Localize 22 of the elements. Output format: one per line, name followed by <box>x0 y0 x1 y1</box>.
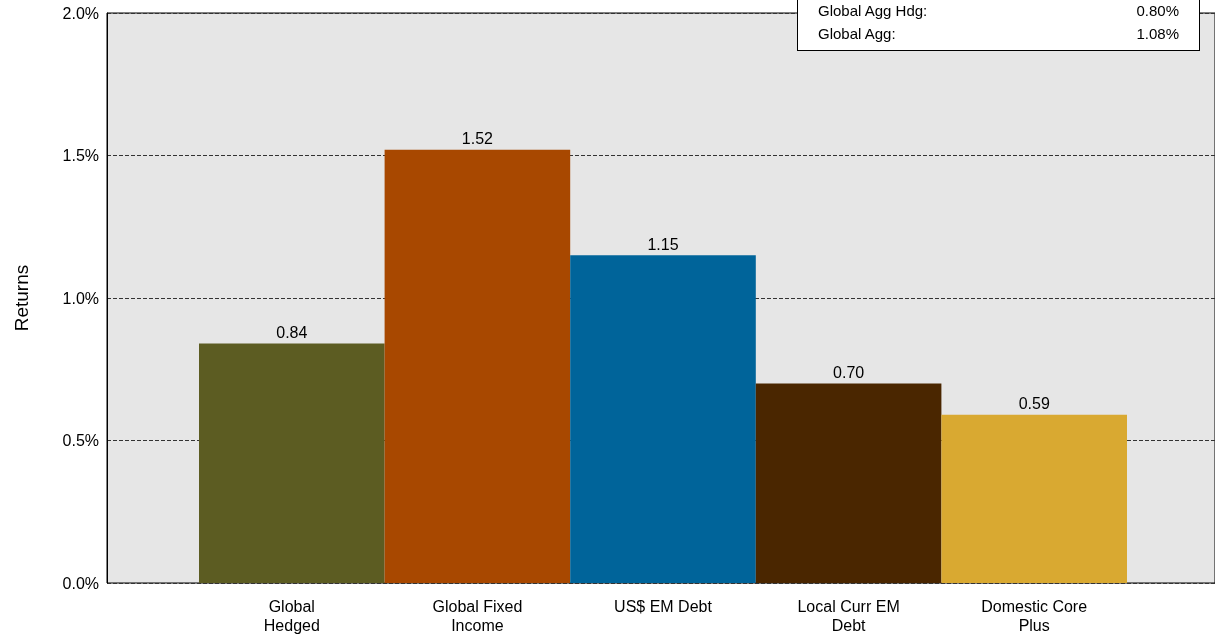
y-tick-label: 1.0% <box>62 289 99 307</box>
bar <box>570 255 756 583</box>
bar <box>384 149 571 583</box>
bar <box>755 383 942 583</box>
x-tick-label: US$ EM Debt <box>614 598 713 615</box>
note-box: Global Agg Hdg: 0.80% Global Agg: 1.08% <box>797 0 1200 51</box>
y-tick-label: 1.5% <box>62 147 99 164</box>
x-tick-label: Global Fixed Income <box>432 598 523 634</box>
y-tick-label: 0.0% <box>62 574 99 592</box>
x-tick-label: Global Hedged <box>263 598 320 634</box>
x-tick-label: Local Curr EM Debt <box>797 598 900 634</box>
data-label: 1.15 <box>647 235 679 253</box>
data-label: 0.59 <box>1018 395 1050 413</box>
y-tick-label: 0.5% <box>62 432 99 449</box>
data-label: 0.70 <box>833 364 865 381</box>
bar <box>941 414 1127 583</box>
y-tick-label: 2.0% <box>62 4 99 22</box>
x-tick-label: Domestic Core Plus <box>981 598 1088 634</box>
y-axis-title: Returns <box>11 264 32 332</box>
bar <box>199 343 385 583</box>
data-label: 0.84 <box>276 324 308 342</box>
data-label: 1.52 <box>461 130 494 148</box>
